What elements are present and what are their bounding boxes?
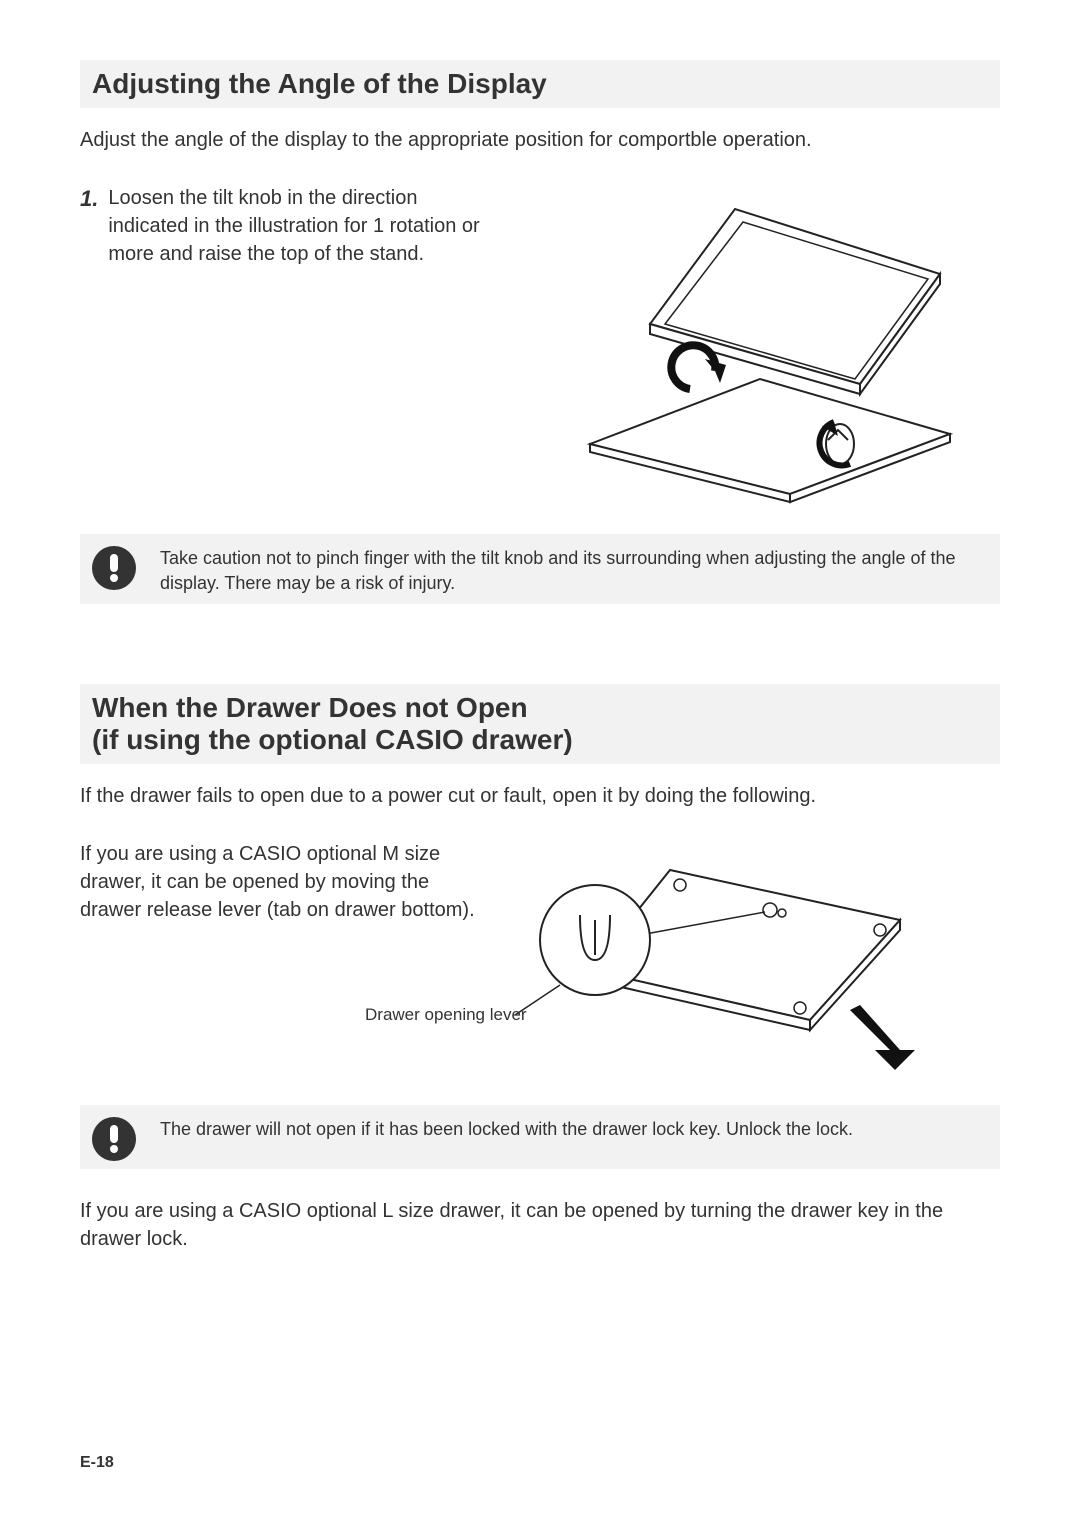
caution-box-2: The drawer will not open if it has been …: [80, 1105, 1000, 1169]
caution-icon: [92, 546, 136, 590]
caution-icon: [92, 1117, 136, 1161]
section2-heading-box: When the Drawer Does not Open (if using …: [80, 684, 1000, 764]
step1-number: 1.: [80, 184, 98, 504]
step1-text-block: 1. Loosen the tilt knob in the direction…: [80, 184, 490, 504]
section2-heading: When the Drawer Does not Open (if using …: [92, 692, 988, 756]
section1-heading: Adjusting the Angle of the Display: [92, 68, 988, 100]
section2-bottom: If you are using a CASIO optional L size…: [80, 1197, 1000, 1253]
caution-text-2: The drawer will not open if it has been …: [160, 1113, 853, 1142]
drawer-caption: Drawer opening lever: [365, 1005, 527, 1025]
caution-box-1: Take caution not to pinch finger with th…: [80, 534, 1000, 604]
page-number: E-18: [80, 1454, 114, 1472]
section-heading-box: Adjusting the Angle of the Display: [80, 60, 1000, 108]
display-angle-illustration: [520, 184, 1000, 504]
drawer-para: If you are using a CASIO optional M size…: [80, 840, 480, 1075]
caution-text-1: Take caution not to pinch finger with th…: [160, 542, 988, 596]
section1-intro: Adjust the angle of the display to the a…: [80, 126, 1000, 154]
drawer-row: If you are using a CASIO optional M size…: [80, 840, 1000, 1075]
step-row: 1. Loosen the tilt knob in the direction…: [80, 184, 1000, 504]
drawer-illustration: Drawer opening lever: [500, 840, 1000, 1075]
step1-text: Loosen the tilt knob in the direction in…: [108, 184, 490, 504]
section2-intro: If the drawer fails to open due to a pow…: [80, 782, 1000, 810]
